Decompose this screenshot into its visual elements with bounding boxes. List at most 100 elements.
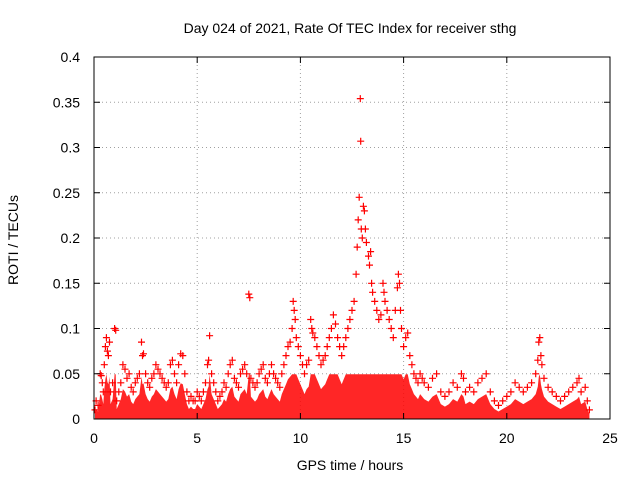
- data-point-marker: [218, 388, 226, 396]
- data-point-marker: [278, 370, 286, 378]
- data-point-marker: [268, 361, 275, 369]
- data-point-marker: [98, 379, 106, 387]
- data-point-marker: [173, 379, 181, 387]
- data-point-marker: [289, 297, 297, 305]
- data-point-marker: [569, 383, 577, 391]
- data-point-marker: [507, 388, 515, 396]
- data-point-marker: [115, 388, 123, 396]
- data-point-marker: [519, 388, 527, 396]
- data-point-marker: [171, 370, 178, 378]
- data-point-marker: [133, 374, 141, 382]
- data-point-marker: [321, 352, 329, 360]
- data-point-marker: [355, 193, 363, 201]
- data-point-marker: [548, 388, 556, 396]
- data-point-marker: [462, 388, 469, 396]
- data-point-marker: [373, 306, 381, 314]
- data-point-marker: [393, 284, 401, 292]
- data-point-marker: [325, 334, 333, 342]
- x-tick-label: 25: [602, 430, 618, 446]
- data-point-marker: [561, 392, 569, 400]
- x-axis-label: GPS time / hours: [297, 457, 404, 473]
- data-point-marker: [365, 252, 372, 260]
- data-point-marker: [534, 356, 542, 364]
- data-point-marker: [394, 270, 402, 278]
- data-point-marker: [286, 338, 294, 346]
- data-point-marker: [263, 379, 271, 387]
- y-tick-label: 0.05: [53, 366, 80, 382]
- data-point-marker: [179, 352, 187, 360]
- data-point-marker: [239, 365, 247, 373]
- data-point-marker: [226, 361, 234, 369]
- data-point-marker: [220, 379, 228, 387]
- data-point-marker: [332, 320, 339, 328]
- data-point-marker: [183, 388, 191, 396]
- data-point-marker: [140, 350, 147, 358]
- data-point-marker: [523, 383, 531, 391]
- data-point-marker: [585, 406, 593, 414]
- data-point-marker: [247, 374, 255, 382]
- data-point-marker: [245, 290, 253, 298]
- data-point-marker: [199, 388, 207, 396]
- data-point-marker: [187, 392, 195, 400]
- data-point-marker: [257, 365, 265, 373]
- data-point-marker: [224, 370, 232, 378]
- data-point-marker: [112, 326, 120, 334]
- data-point-marker: [127, 383, 135, 391]
- data-point-marker: [309, 329, 317, 337]
- data-point-marker: [135, 370, 143, 378]
- data-point-marker: [532, 370, 540, 378]
- data-point-marker: [241, 361, 249, 369]
- data-point-marker: [368, 279, 376, 287]
- data-point-marker: [144, 379, 152, 387]
- data-point-marker: [195, 392, 203, 400]
- data-point-marker: [237, 370, 244, 378]
- data-point-marker: [148, 374, 156, 382]
- data-point-marker: [142, 370, 150, 378]
- data-point-marker: [371, 297, 379, 305]
- data-point-marker: [216, 392, 224, 400]
- data-point-marker: [327, 325, 335, 332]
- dense-band-area: [95, 374, 590, 419]
- data-point-marker: [313, 343, 321, 351]
- data-point-marker: [274, 379, 282, 387]
- data-point-marker: [191, 397, 199, 405]
- y-tick-label: 0.35: [53, 94, 80, 110]
- data-point-marker: [342, 334, 350, 342]
- data-point-marker: [210, 379, 218, 387]
- data-point-marker: [307, 316, 315, 323]
- data-point-marker: [362, 239, 370, 246]
- data-point-marker: [424, 383, 432, 391]
- data-point-marker: [433, 370, 441, 378]
- x-tick-label: 20: [499, 430, 515, 446]
- data-point-marker: [162, 383, 170, 391]
- x-tick-label: 10: [293, 430, 309, 446]
- data-point-marker: [402, 334, 410, 342]
- data-point-marker: [348, 306, 356, 314]
- data-point-marker: [291, 316, 299, 323]
- data-point-marker: [232, 379, 240, 387]
- data-point-marker: [577, 388, 585, 396]
- data-point-marker: [352, 270, 360, 278]
- data-point-marker: [246, 294, 254, 302]
- data-point-marker: [346, 316, 354, 323]
- data-point-marker: [152, 361, 160, 369]
- data-point-marker: [385, 316, 393, 323]
- data-point-marker: [305, 356, 313, 364]
- data-point-marker: [418, 374, 426, 382]
- data-point-marker: [255, 370, 263, 378]
- data-point-marker: [360, 207, 368, 215]
- data-point-marker: [138, 338, 145, 346]
- data-point-marker: [429, 374, 436, 382]
- data-point-marker: [396, 279, 403, 287]
- data-point-marker: [276, 383, 284, 391]
- data-point-marker: [235, 383, 242, 391]
- data-point-marker: [356, 95, 364, 103]
- data-point-marker: [344, 325, 352, 332]
- data-point-marker: [445, 388, 453, 396]
- data-point-marker: [113, 397, 121, 405]
- y-tick-label: 0.2: [61, 230, 81, 246]
- data-point-marker: [253, 379, 261, 387]
- data-point-marker: [379, 279, 387, 287]
- data-point-marker: [111, 325, 119, 332]
- data-point-marker: [168, 356, 176, 364]
